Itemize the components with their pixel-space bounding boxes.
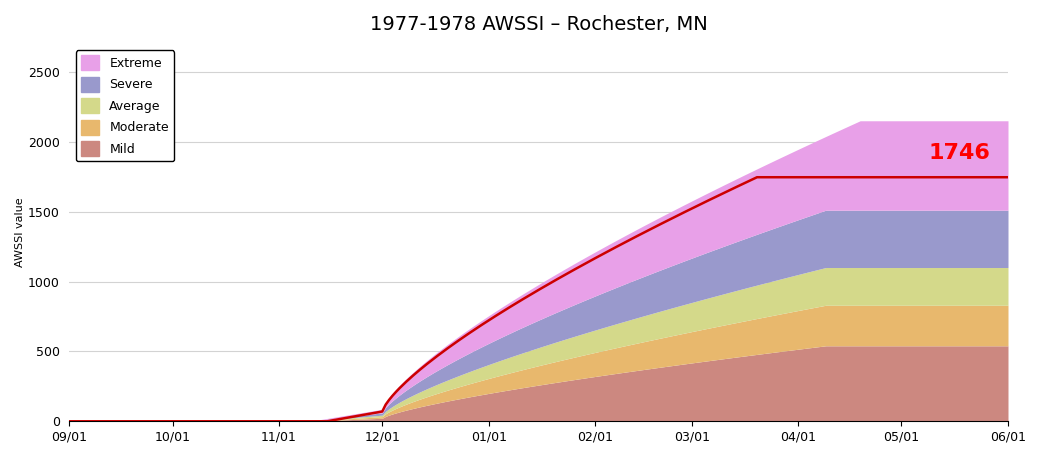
Title: 1977-1978 AWSSI – Rochester, MN: 1977-1978 AWSSI – Rochester, MN bbox=[370, 15, 708, 34]
Text: 1746: 1746 bbox=[929, 143, 991, 163]
Legend: Extreme, Severe, Average, Moderate, Mild: Extreme, Severe, Average, Moderate, Mild bbox=[76, 50, 174, 162]
Y-axis label: AWSSI value: AWSSI value bbox=[15, 198, 25, 268]
